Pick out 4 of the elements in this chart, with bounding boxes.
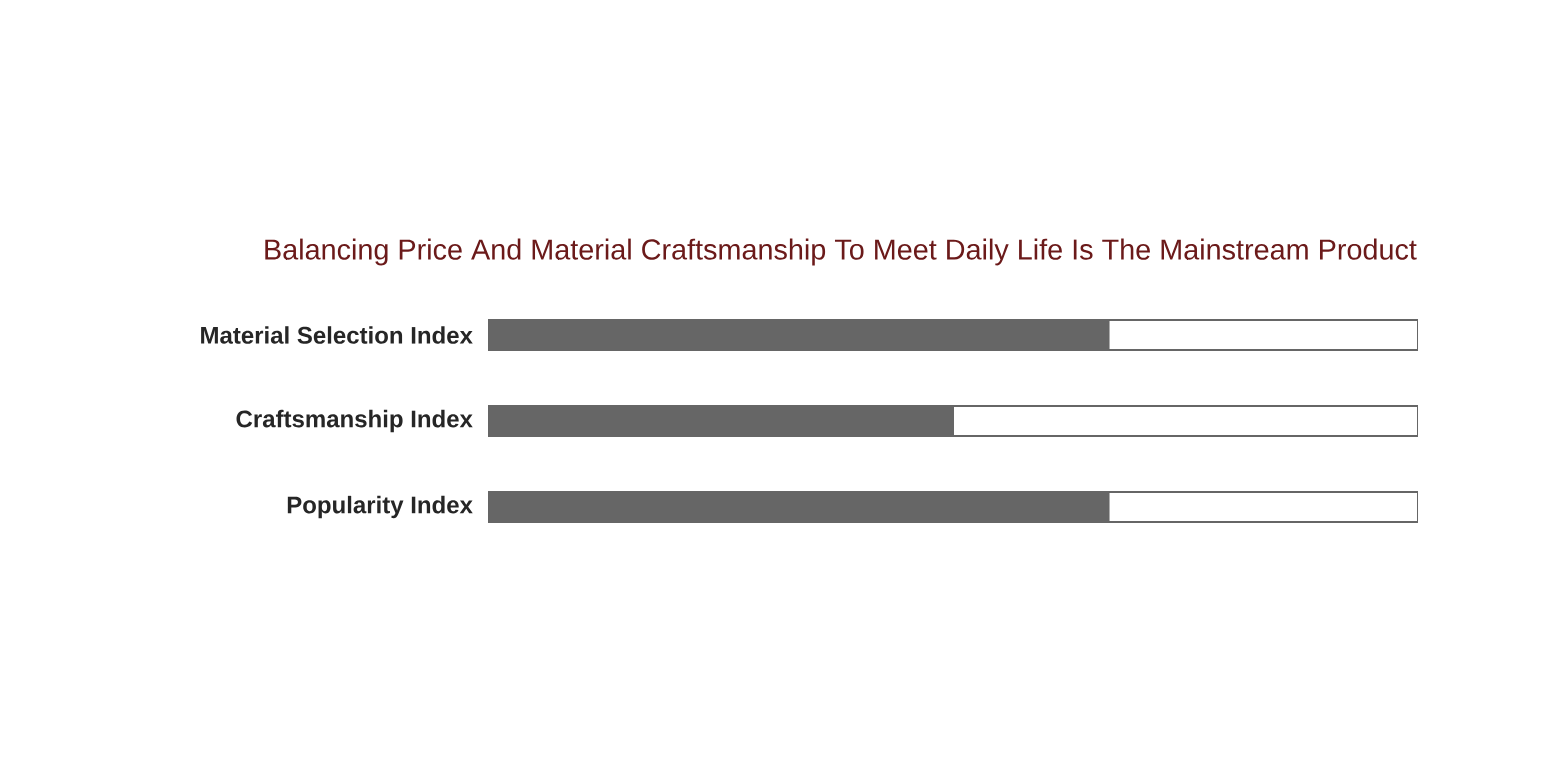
y-tick-label: Craftsmanship Index	[236, 409, 473, 433]
y-tick-label: Material Selection Index	[201, 326, 473, 344]
chart-title: Balancing Price And Material Craftsmanship To Meet Daily Life Is The Mainstream Product	[265, 238, 1417, 266]
y-tick-label: Popularity Index	[287, 495, 473, 519]
